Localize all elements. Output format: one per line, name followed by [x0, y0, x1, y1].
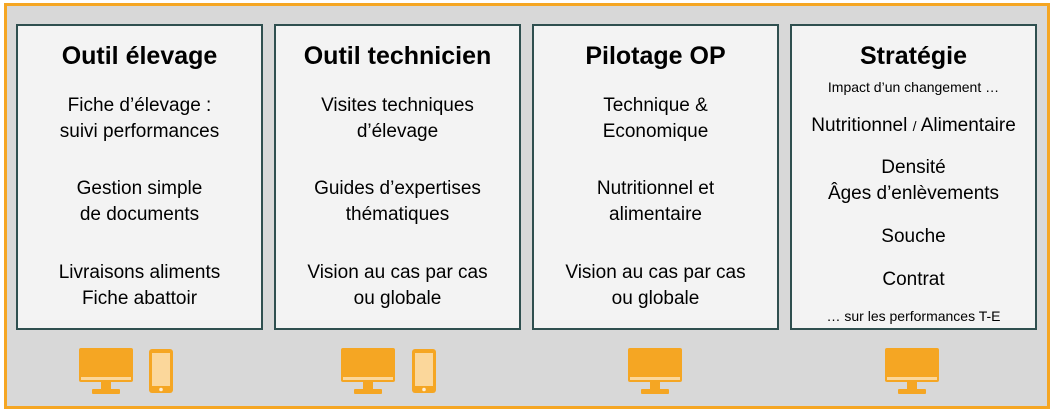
phone-icon: [149, 349, 173, 393]
card-outil-elevage: Outil élevage Fiche d’élevage : suivi pe…: [16, 24, 263, 330]
card-item: Contrat: [882, 269, 945, 290]
card-item: Densité Âges d’enlèvements: [827, 157, 1000, 204]
card-intro: Impact d’un changement …: [827, 79, 1000, 95]
card-outro: … sur les performances T-E: [826, 308, 1001, 324]
card-item: Nutritionnel et alimentaire: [596, 178, 715, 225]
monitor-icon: [79, 348, 133, 394]
card-item: Visites techniques d’élevage: [321, 95, 474, 142]
card-item: Souche: [881, 226, 946, 247]
card-item: Gestion simple de documents: [76, 178, 203, 225]
card-strategie: Stratégie Impact d’un changement … Nutri…: [790, 24, 1037, 330]
card-title: Pilotage OP: [585, 42, 726, 70]
card-outil-technicien: Outil technicien Visites techniques d’él…: [274, 24, 521, 330]
card-title: Outil technicien: [303, 42, 492, 70]
card-title: Stratégie: [860, 42, 967, 70]
phone-icon: [412, 349, 436, 393]
card-pilotage-op: Pilotage OP Technique & Economique Nutri…: [532, 24, 779, 330]
monitor-icon: [628, 348, 682, 394]
main-frame: Outil élevage Fiche d’élevage : suivi pe…: [4, 3, 1050, 409]
monitor-icon: [885, 348, 939, 394]
card-item: Fiche d’élevage : suivi performances: [59, 95, 220, 142]
card-item: Guides d’expertises thématiques: [314, 178, 481, 225]
card-item: Livraisons aliments Fiche abattoir: [58, 262, 221, 309]
card-item: Vision au cas par cas ou globale: [307, 262, 488, 309]
monitor-icon: [341, 348, 395, 394]
card-item: Vision au cas par cas ou globale: [565, 262, 746, 309]
card-item: Nutritionnel / Alimentaire: [811, 115, 1016, 136]
card-title: Outil élevage: [61, 42, 218, 70]
card-item: Technique & Economique: [602, 95, 709, 142]
